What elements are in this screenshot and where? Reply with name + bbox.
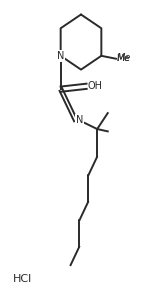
Text: N: N bbox=[57, 51, 64, 61]
Text: N: N bbox=[76, 115, 83, 125]
Text: HCl: HCl bbox=[13, 274, 32, 284]
Text: Me: Me bbox=[117, 54, 130, 63]
Text: OH: OH bbox=[87, 81, 103, 91]
Text: Me: Me bbox=[117, 53, 131, 63]
